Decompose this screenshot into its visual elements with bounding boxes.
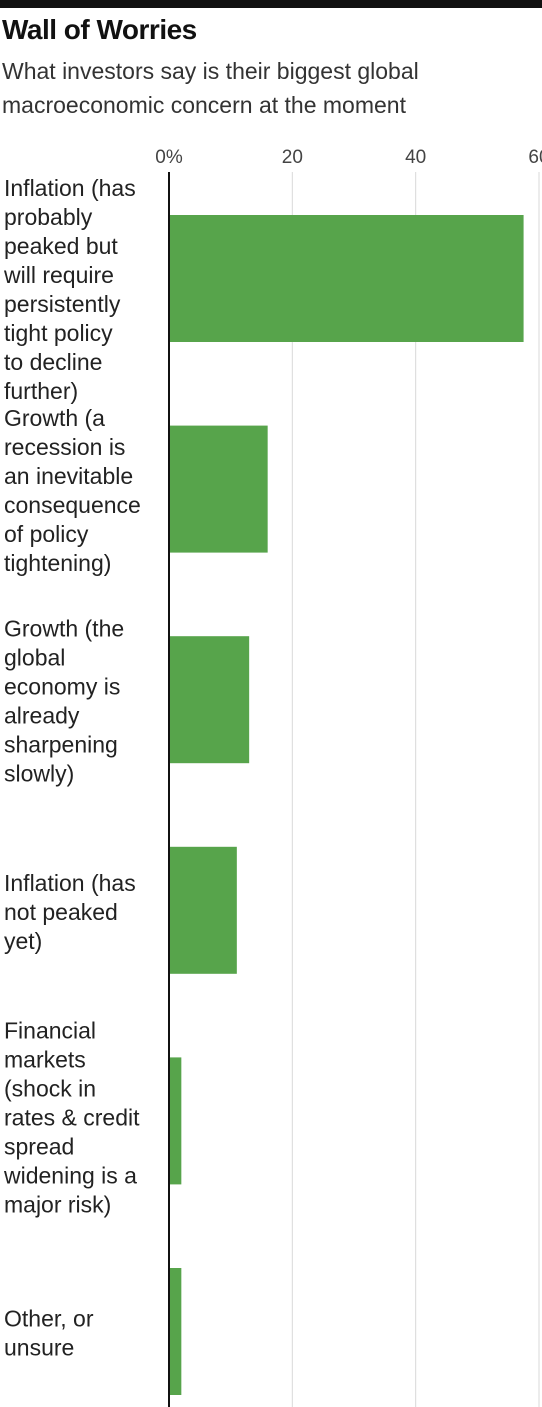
category-label-line: probably <box>4 204 93 230</box>
category-label-line: of policy <box>4 521 89 547</box>
category-label-line: Inflation (has <box>4 175 136 201</box>
x-tick-label: 20 <box>282 147 303 168</box>
category-label-line: spread <box>4 1133 74 1159</box>
category-label-line: economy is <box>4 674 120 700</box>
top-rule <box>0 0 542 8</box>
category-label-line: global <box>4 645 65 671</box>
category-label-line: consequence <box>4 492 141 518</box>
category-label-line: Other, or <box>4 1306 94 1332</box>
bar-5 <box>169 1057 182 1185</box>
bar-6 <box>169 1268 182 1395</box>
category-label-line: an inevitable <box>4 463 133 489</box>
category-label-line: (shock in <box>4 1075 96 1101</box>
category-label-line: to decline <box>4 349 102 375</box>
category-label-line: recession is <box>4 434 125 460</box>
category-label-line: Financial <box>4 1017 96 1043</box>
bar-4 <box>169 846 237 974</box>
chart-subtitle: What investors say is their biggest glob… <box>2 58 419 118</box>
category-label-line: Growth (the <box>4 616 124 642</box>
category-label-line: unsure <box>4 1335 74 1361</box>
category-label: Growth (a recession is an inevitable conseq… <box>4 405 141 576</box>
category-label: Other, or unsure <box>4 1306 94 1361</box>
category-label: Inflation (has not peaked yet) <box>4 870 136 954</box>
bar-3 <box>169 636 250 764</box>
category-label-line: sharpening <box>4 732 118 758</box>
category-label: Growth (the global economy is already sharpe… <box>4 616 124 787</box>
category-label-line: markets <box>4 1046 86 1072</box>
category-label-line: persistently <box>4 291 121 317</box>
category-label: Inflation (has probably peaked but will req… <box>3 175 136 404</box>
category-label-line: slowly) <box>4 761 74 787</box>
category-label-line: already <box>4 703 80 729</box>
chart-title: Wall of Worries <box>2 14 197 45</box>
bar-2 <box>169 425 268 553</box>
category-label-line: peaked but <box>4 233 118 259</box>
x-tick-label: 60 <box>528 147 542 168</box>
category-label-line: not peaked <box>4 899 118 925</box>
category-label-line: tightening) <box>4 550 111 576</box>
category-label-line: widening is a <box>3 1162 137 1188</box>
bar-1 <box>169 215 524 342</box>
category-label-line: will require <box>3 262 114 288</box>
category-label-line: further) <box>4 378 78 404</box>
category-label-line: Growth (a <box>4 405 105 431</box>
category-label-line: Inflation (has <box>4 870 136 896</box>
category-label-line: major risk) <box>4 1191 111 1217</box>
x-tick-label: 0% <box>155 147 183 168</box>
category-label: Financial markets (shock in rates & credit s… <box>3 1017 140 1217</box>
x-tick-label: 40 <box>405 147 426 168</box>
category-label-line: tight policy <box>4 320 113 346</box>
category-label-line: yet) <box>4 928 42 954</box>
category-label-line: rates & credit <box>4 1104 140 1130</box>
